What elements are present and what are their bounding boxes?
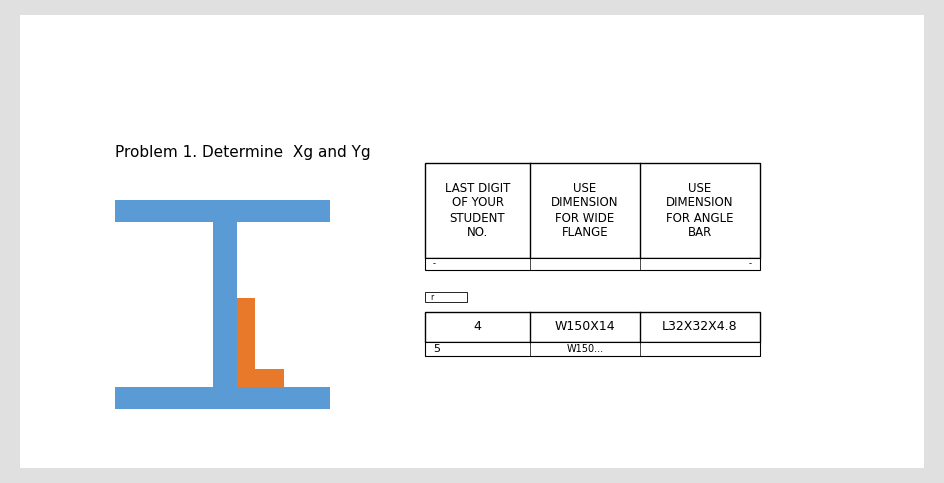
Text: USE
DIMENSION
FOR WIDE
FLANGE: USE DIMENSION FOR WIDE FLANGE bbox=[551, 182, 618, 240]
Text: -: - bbox=[433, 259, 436, 269]
Bar bbox=[425, 312, 760, 342]
Bar bbox=[237, 369, 284, 387]
Text: -: - bbox=[749, 259, 752, 269]
Bar bbox=[425, 258, 760, 270]
Bar bbox=[213, 222, 237, 387]
Text: L32X32X4.8: L32X32X4.8 bbox=[662, 321, 738, 333]
Text: 5: 5 bbox=[433, 344, 440, 354]
Text: USE
DIMENSION
FOR ANGLE
BAR: USE DIMENSION FOR ANGLE BAR bbox=[666, 182, 733, 240]
Text: r: r bbox=[430, 293, 433, 301]
Bar bbox=[425, 342, 760, 356]
Text: W150...: W150... bbox=[566, 344, 603, 354]
Text: Problem 1. Determine  Xg and Yg: Problem 1. Determine Xg and Yg bbox=[115, 145, 371, 160]
Bar bbox=[115, 387, 330, 409]
Bar bbox=[425, 163, 760, 258]
Bar bbox=[425, 292, 467, 302]
Text: 4: 4 bbox=[474, 321, 481, 333]
Bar bbox=[237, 298, 255, 387]
Text: LAST DIGIT
OF YOUR
STUDENT
NO.: LAST DIGIT OF YOUR STUDENT NO. bbox=[445, 182, 510, 240]
Bar bbox=[115, 200, 330, 222]
Text: W150X14: W150X14 bbox=[555, 321, 615, 333]
